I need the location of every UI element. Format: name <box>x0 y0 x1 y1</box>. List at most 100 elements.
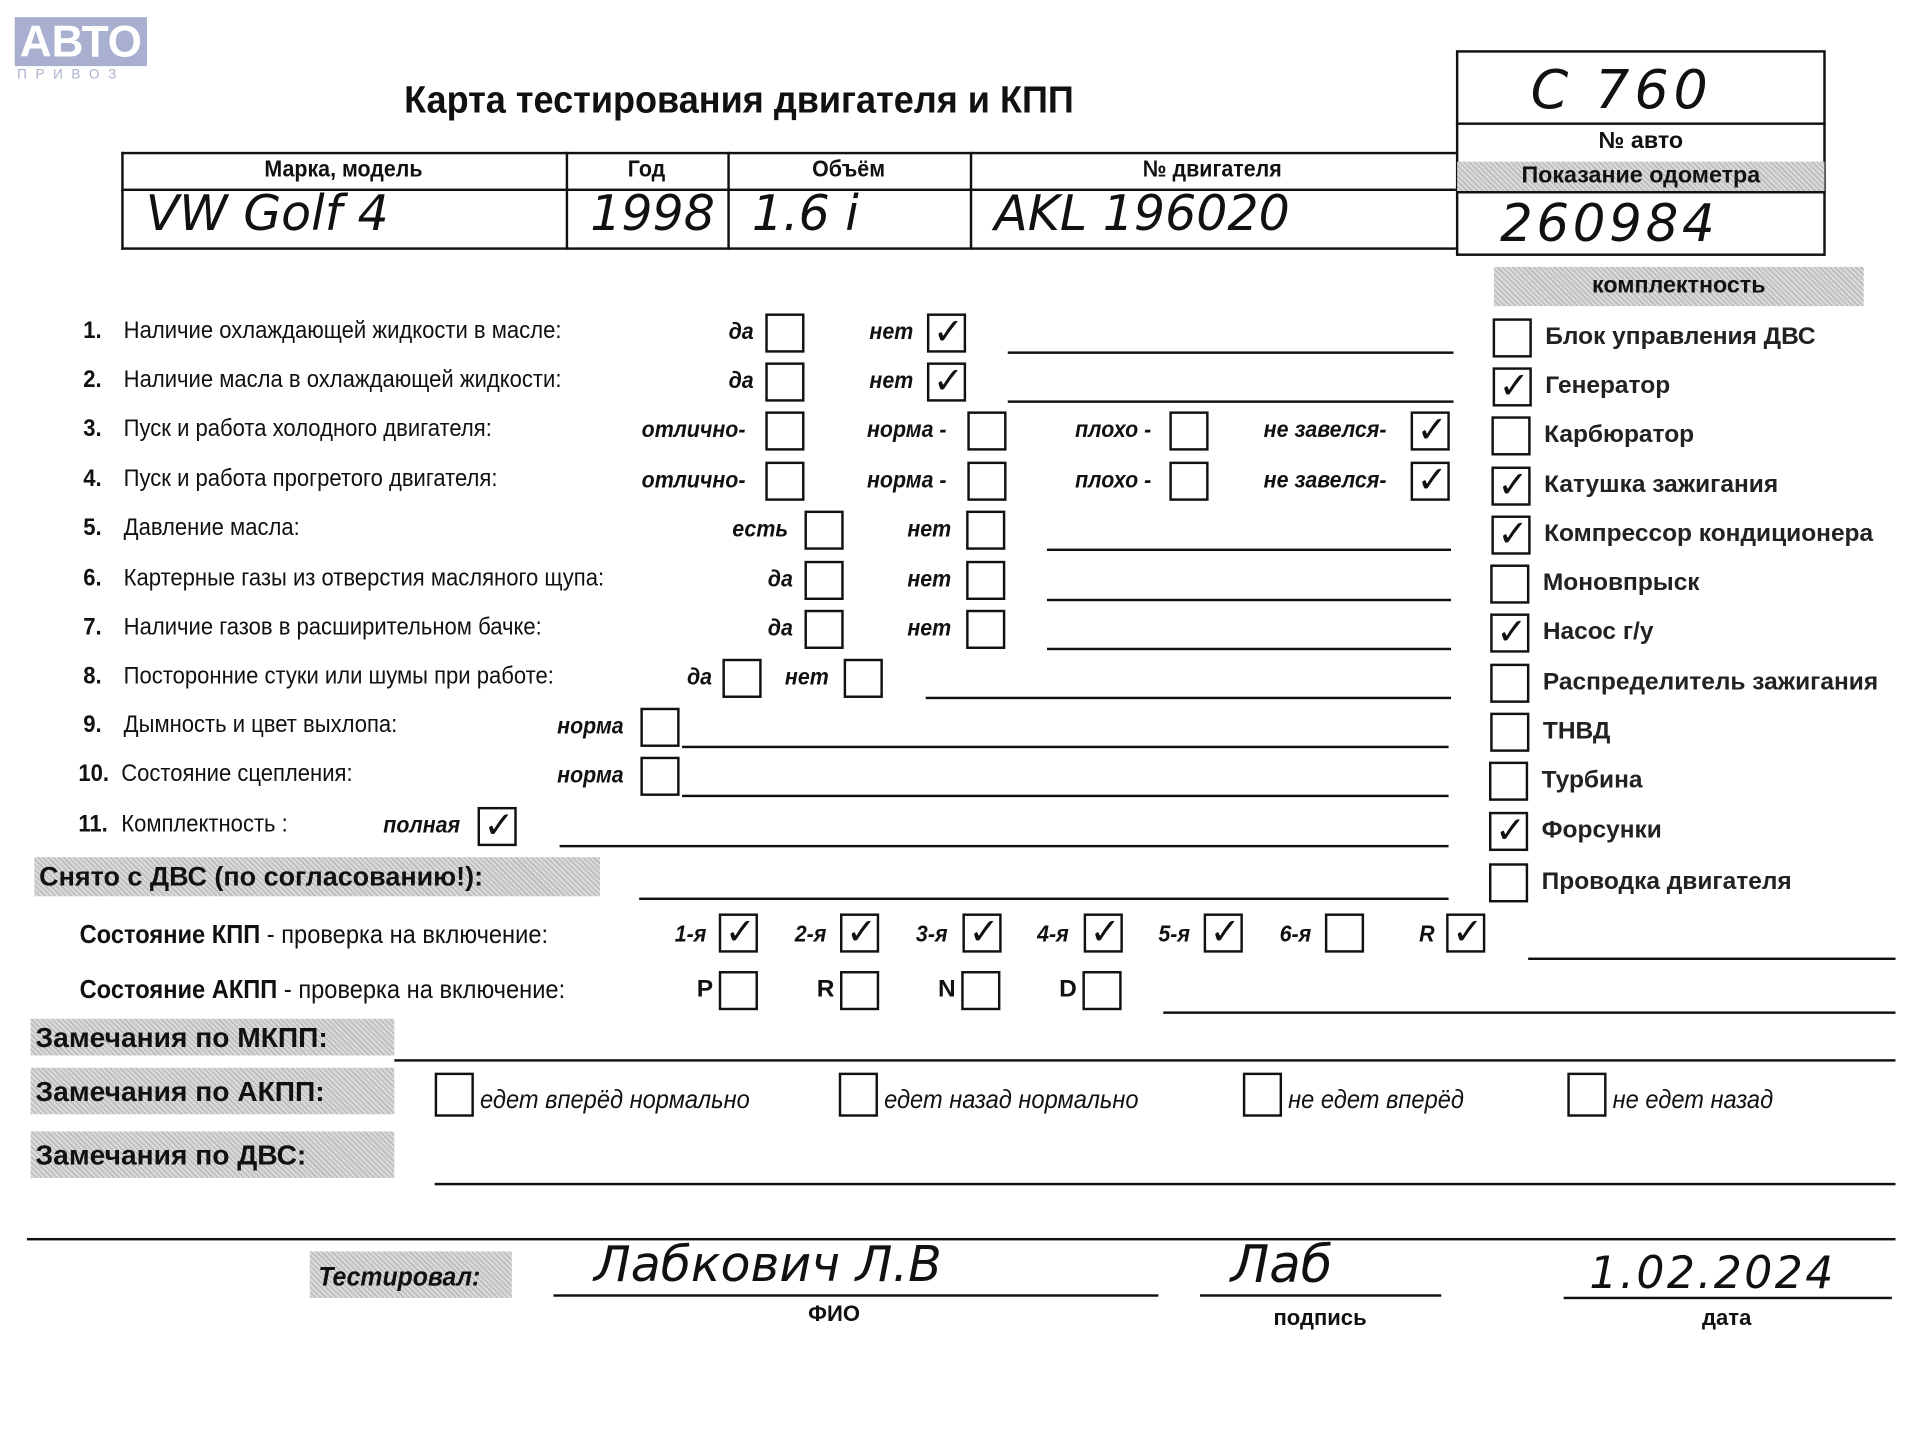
selector-checkbox[interactable] <box>1082 971 1122 1011</box>
option-checkbox[interactable]: ✓ <box>926 360 967 403</box>
check-number: 10. <box>78 760 110 788</box>
notes-line <box>925 696 1452 700</box>
auto-remark-checkbox[interactable] <box>1242 1072 1283 1117</box>
option-label: норма <box>557 713 624 740</box>
option-checkbox[interactable] <box>967 461 1007 501</box>
completeness-item: Моновпрыск <box>1542 569 1700 597</box>
completeness-checkbox[interactable] <box>1492 318 1532 358</box>
table-header: Объём <box>812 156 886 183</box>
option-label: норма - <box>866 467 947 494</box>
option-checkbox[interactable] <box>765 411 805 451</box>
completeness-checkbox[interactable]: ✓ <box>1491 464 1531 507</box>
removed-banner: Снято с ДВС (по согласованию!): <box>39 860 484 892</box>
plate-label: № авто <box>1598 128 1684 155</box>
completeness-checkbox[interactable] <box>1490 663 1530 703</box>
check-number: 7. <box>83 613 102 641</box>
check-label: Состояние сцепления: <box>121 760 353 788</box>
gear-label: 2-я <box>794 922 827 948</box>
option-checkbox[interactable] <box>1169 461 1209 501</box>
check-label: Наличие газов в расширительном бачке: <box>123 613 542 641</box>
checkmark-icon: ✓ <box>1496 611 1528 654</box>
option-checkbox[interactable] <box>1169 411 1209 451</box>
completeness-checkbox[interactable] <box>1491 416 1531 456</box>
completeness-checkbox[interactable] <box>1488 863 1529 903</box>
gear-checkbox[interactable] <box>1324 913 1365 953</box>
option-label: есть <box>732 516 789 543</box>
selector-checkbox[interactable] <box>840 971 880 1011</box>
completeness-checkbox[interactable] <box>1490 564 1530 604</box>
option-checkbox[interactable]: ✓ <box>1410 459 1450 502</box>
selector-checkbox[interactable] <box>718 971 758 1011</box>
auto-remark-label: не едет назад <box>1612 1086 1774 1115</box>
completeness-item: Форсунки <box>1541 816 1662 844</box>
check-number: 5. <box>83 514 102 542</box>
selector-label: R <box>816 975 835 1003</box>
option-checkbox[interactable] <box>967 411 1007 451</box>
option-checkbox[interactable] <box>966 609 1006 649</box>
option-checkbox[interactable]: ✓ <box>1410 409 1450 452</box>
checkmark-icon: ✓ <box>483 804 515 848</box>
completeness-checkbox[interactable]: ✓ <box>1490 611 1530 654</box>
gear-label: 6-я <box>1279 922 1312 948</box>
notes-line <box>1007 400 1454 403</box>
table-value: AKL 196020 <box>994 186 1290 243</box>
completeness-checkbox[interactable]: ✓ <box>1492 365 1532 408</box>
notes-line <box>682 745 1449 749</box>
option-checkbox[interactable] <box>765 362 805 402</box>
table-header: Год <box>627 156 666 183</box>
remarks-banner-bg <box>30 1067 395 1115</box>
plate-value: C 760 <box>1530 58 1713 122</box>
odometer-label: Показание одометра <box>1521 162 1761 189</box>
completeness-item: Компрессор кондиционера <box>1544 520 1874 548</box>
gear-checkbox[interactable]: ✓ <box>840 911 880 954</box>
col-divider <box>969 151 973 250</box>
option-label: нет <box>907 615 952 642</box>
option-checkbox[interactable] <box>804 609 844 649</box>
label-rest: - проверка на включение: <box>260 920 549 949</box>
option-checkbox[interactable] <box>966 510 1006 550</box>
completeness-checkbox[interactable] <box>1488 761 1529 801</box>
option-checkbox[interactable] <box>804 560 844 601</box>
date-caption: дата <box>1702 1305 1752 1330</box>
option-checkbox[interactable] <box>640 756 680 796</box>
option-checkbox[interactable]: ✓ <box>477 804 517 848</box>
selector-checkbox[interactable] <box>961 971 1001 1011</box>
odometer-value: 260984 <box>1500 193 1719 254</box>
completeness-checkbox[interactable]: ✓ <box>1488 809 1529 852</box>
option-checkbox[interactable] <box>722 658 762 698</box>
table-header: Марка, модель <box>264 156 423 183</box>
check-number: 3. <box>83 415 102 443</box>
completeness-checkbox[interactable] <box>1490 712 1530 752</box>
option-checkbox[interactable] <box>765 313 805 353</box>
option-checkbox[interactable] <box>804 510 844 550</box>
option-checkbox[interactable] <box>843 658 883 698</box>
completeness-item: Катушка зажигания <box>1544 471 1779 499</box>
page-title: Карта тестирования двигателя и КПП <box>404 78 1074 122</box>
gear-label: R <box>1419 922 1435 948</box>
gear-checkbox[interactable]: ✓ <box>962 911 1002 954</box>
auto-remark-label: едет назад нормально <box>884 1086 1139 1115</box>
gear-checkbox[interactable]: ✓ <box>1083 911 1123 954</box>
option-checkbox[interactable] <box>765 461 805 501</box>
option-label: нет <box>869 368 914 395</box>
auto-remark-checkbox[interactable] <box>838 1072 878 1117</box>
gear-checkbox[interactable]: ✓ <box>718 911 758 954</box>
selector-label: D <box>1059 975 1077 1003</box>
option-checkbox[interactable]: ✓ <box>926 311 967 354</box>
completeness-checkbox[interactable]: ✓ <box>1491 513 1531 556</box>
option-checkbox[interactable] <box>640 707 680 747</box>
check-label: Пуск и работа прогретого двигателя: <box>123 465 498 493</box>
auto-remark-checkbox[interactable] <box>1567 1072 1607 1117</box>
option-label: да <box>767 615 793 642</box>
table-value: 1.6 i <box>751 186 859 243</box>
option-checkbox[interactable] <box>966 560 1006 601</box>
auto-remark-checkbox[interactable] <box>434 1072 474 1117</box>
completeness-item: Проводка двигателя <box>1541 868 1792 896</box>
completeness-item: ТНВД <box>1542 717 1611 745</box>
gear-checkbox[interactable]: ✓ <box>1203 911 1243 954</box>
table-bottom <box>121 247 1456 250</box>
gear-checkbox[interactable]: ✓ <box>1446 911 1486 954</box>
check-label: Комплектность : <box>121 810 288 838</box>
tested-by-label: Тестировал: <box>318 1261 481 1292</box>
